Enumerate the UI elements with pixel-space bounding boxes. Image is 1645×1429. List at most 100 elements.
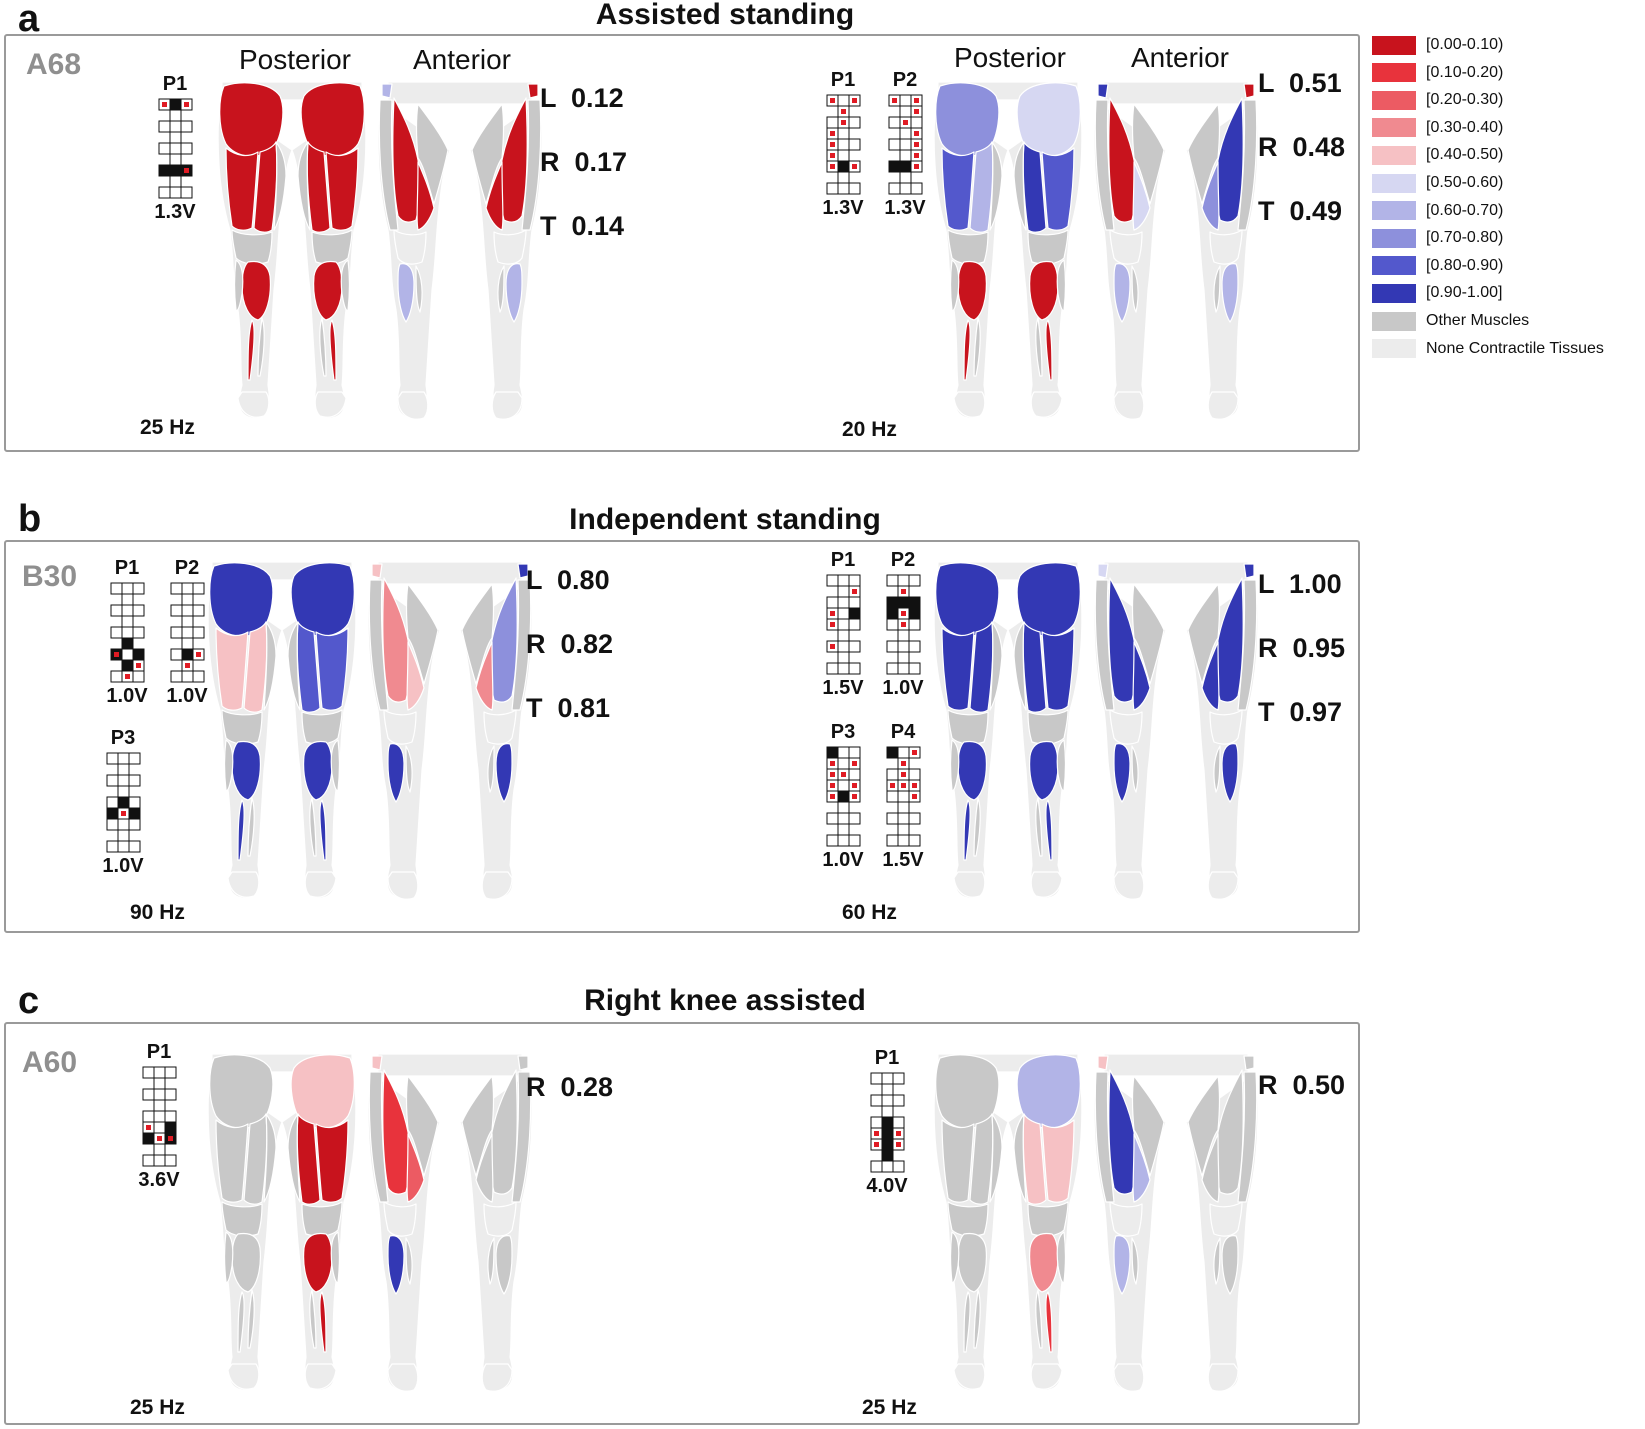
active-cathode-marker (829, 794, 835, 799)
heel-right (304, 1363, 337, 1390)
electrode-contact (106, 807, 118, 820)
panel-b-left-legs (207, 561, 532, 900)
electrode-contact (121, 626, 133, 639)
electrode-array (170, 582, 204, 683)
legend-label: [0.80-0.90) (1426, 256, 1504, 274)
electrode-contact (892, 1072, 904, 1085)
electrode-contact (881, 1127, 893, 1140)
panel-a-title: Assisted standing (595, 0, 855, 31)
active-cathode-marker (911, 794, 917, 799)
electrode-contact (908, 812, 920, 825)
selectivity-value: 0.50 (1292, 1070, 1346, 1100)
panel-b-left-grid-p2: P2 1.0V (152, 556, 222, 709)
adductor-posterior-left (989, 141, 1003, 231)
foot-left (387, 871, 419, 900)
electrode-contact (837, 94, 849, 107)
hamstring-lateral-left (215, 627, 249, 711)
panel-a-right-posterior-label: Posterior (953, 42, 1067, 73)
active-cathode-marker (829, 644, 835, 649)
popliteal-left (221, 1201, 263, 1237)
hamstring-lateral-right (315, 1119, 349, 1203)
electrode-contact (142, 1154, 154, 1167)
electrode-contact (837, 757, 849, 770)
hamstring-medial-left (243, 621, 268, 713)
electrode-contact (164, 1066, 176, 1079)
electrode-contact (181, 670, 193, 683)
shin-medial-left (405, 745, 413, 793)
electrode-contact (106, 774, 118, 787)
heel-right (314, 391, 347, 418)
tibialis-anterior-right (1221, 1235, 1239, 1295)
electrode-contact (870, 1094, 882, 1107)
electrode-array (886, 574, 920, 675)
electrode-contact (117, 785, 129, 798)
selectivity-value: 0.80 (557, 565, 610, 595)
electrode-contact (886, 812, 898, 825)
electrode-contact (153, 1077, 165, 1090)
anterior-pelvis-region (377, 561, 523, 585)
soleus-left (247, 319, 255, 381)
hamstring-lateral-right (315, 627, 349, 711)
active-cathode-marker (895, 1131, 901, 1136)
electrode-contact (888, 138, 900, 151)
anterior-pelvis-region (377, 1053, 523, 1077)
panel-a-left-anterior-label: Anterior (412, 44, 512, 75)
electrode-contact (848, 834, 860, 847)
hamstring-lateral-right (1041, 627, 1075, 711)
electrode-contact (897, 790, 909, 803)
heel-left (953, 871, 986, 898)
hamstring-medial-right (296, 621, 321, 713)
electrode-contact (142, 1088, 154, 1101)
adductor-anterior-left (1131, 583, 1165, 685)
gastrocnemius-lateral-left (223, 1231, 234, 1283)
panel-b-left-grid-p1: P1 1.0V (92, 556, 162, 709)
panel-a-left-lrt-0: L 0.12 (540, 83, 624, 114)
electrode-contact (908, 834, 920, 847)
electrode-contact (886, 790, 898, 803)
heel-left (237, 391, 270, 418)
patella-right (1209, 1201, 1243, 1237)
vastus-lateralis-left (368, 1071, 389, 1203)
shin-medial-right (497, 265, 505, 313)
tensor-fasciae-latae-left (371, 1055, 383, 1071)
active-cathode-marker (900, 589, 906, 594)
hamstring-medial-right (1022, 1113, 1047, 1205)
electrode-contact (181, 593, 193, 606)
legend-swatch (1372, 173, 1416, 193)
electrode-contact (169, 120, 181, 133)
stimulation-voltage: 1.3V (822, 197, 864, 219)
electrode-program-label: P1 (830, 549, 856, 571)
electrode-contact (837, 651, 849, 664)
active-cathode-marker (873, 1131, 879, 1136)
electrode-contact (886, 662, 898, 675)
adductor-anterior-left (1131, 103, 1165, 205)
electrode-contact (164, 1154, 176, 1167)
electrode-contact (837, 823, 849, 836)
vastus-lateralis-right (511, 1071, 532, 1203)
electrode-contact (132, 626, 144, 639)
panel-a-subject: A68 (26, 48, 82, 81)
electrode-program-label: P1 (162, 73, 188, 95)
electrode-contact (899, 182, 911, 195)
rectus-femoris-right (499, 97, 528, 223)
tibialis-anterior-right (1221, 263, 1239, 323)
panel-b-right-lrt-0: L 1.00 (1258, 569, 1342, 600)
legend-item: Other Muscles (1372, 310, 1529, 332)
shin-medial-right (1213, 265, 1221, 313)
selectivity-value: 0.49 (1289, 196, 1343, 226)
electrode-contact (870, 1072, 882, 1085)
side-key: R (540, 147, 560, 177)
electrode-contact (870, 1116, 882, 1129)
panel-a-right-lrt-1: R 0.48 (1258, 132, 1345, 163)
active-cathode-marker (840, 120, 846, 125)
electrode-program-label: P1 (146, 1041, 172, 1063)
electrode-contact (181, 615, 193, 628)
legend-item: [0.30-0.40) (1372, 117, 1503, 139)
peroneus-right (1035, 317, 1043, 377)
legend-label: [0.00-0.10) (1426, 36, 1504, 53)
active-cathode-marker (873, 1142, 879, 1147)
active-cathode-marker (195, 652, 201, 657)
heel-left (227, 1363, 260, 1390)
patella-right (483, 709, 517, 745)
legend-item: [0.90-1.00] (1372, 282, 1503, 304)
